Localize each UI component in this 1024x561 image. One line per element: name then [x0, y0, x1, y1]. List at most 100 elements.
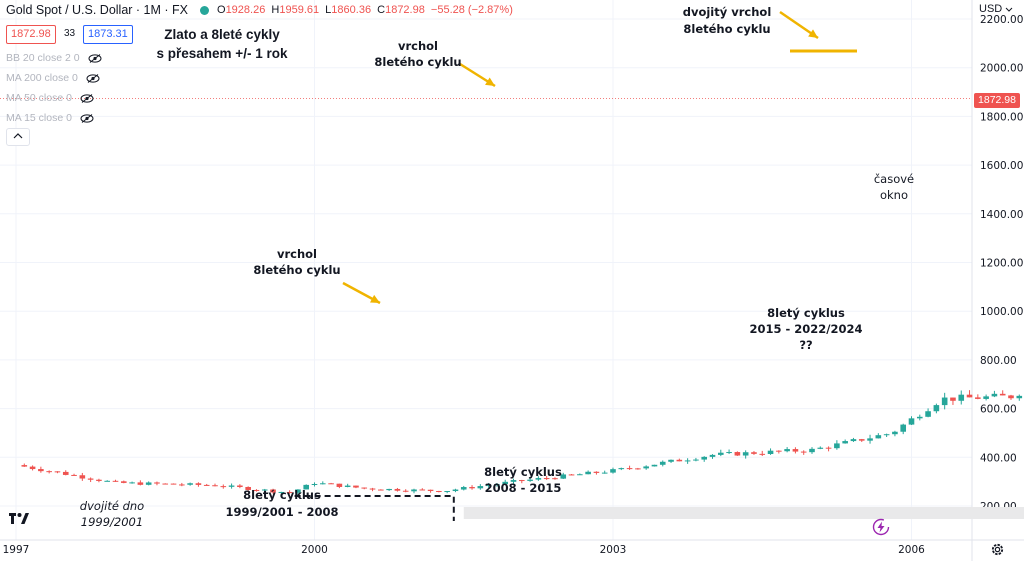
- chart-title: Zlato a 8leté cykly s přesahem +/- 1 rok: [142, 25, 302, 63]
- annotation-double-top-sub: 8letého cyklu: [683, 22, 770, 36]
- time-tick-label: 2000: [301, 544, 328, 556]
- candle-body: [494, 484, 500, 486]
- cycle-label-3-sub: 2015 - 2022/2024: [749, 322, 862, 336]
- price-tick-label: 2200.00: [980, 14, 1023, 26]
- candle-body: [62, 471, 69, 475]
- candle-body: [112, 480, 119, 482]
- time-tick-label: 2003: [600, 544, 627, 556]
- candle-body: [933, 405, 940, 412]
- candle-body: [916, 416, 923, 419]
- market-status-dot: [200, 5, 209, 15]
- candle-body: [129, 482, 135, 484]
- candle-body: [195, 483, 202, 485]
- tradingview-logo-icon[interactable]: [8, 510, 30, 528]
- chevron-up-icon: [13, 133, 23, 139]
- symbol-header: Gold Spot / U.S. Dollar · 1M · FX O1928.…: [6, 3, 516, 17]
- candle-body: [286, 491, 293, 493]
- candle-body: [709, 454, 716, 457]
- price-tick-label: 400.00: [980, 452, 1017, 464]
- candle-body: [120, 481, 127, 483]
- eye-hidden-icon[interactable]: [80, 113, 94, 123]
- candle-body: [303, 484, 310, 490]
- candle-body: [577, 474, 583, 476]
- candle-body: [900, 424, 907, 432]
- symbol-title[interactable]: Gold Spot / U.S. Dollar · 1M · FX: [6, 3, 188, 17]
- candle-body: [518, 480, 525, 482]
- candle-body: [104, 480, 111, 482]
- eye-hidden-icon[interactable]: [80, 93, 94, 103]
- annotation-double-bottom: dvojité dno: [80, 499, 144, 513]
- price-tick-label: 800.00: [980, 355, 1017, 367]
- candle-body: [543, 478, 550, 480]
- collapse-legend-button[interactable]: [6, 128, 30, 146]
- indicator-ma200[interactable]: MA 200 close 0: [6, 72, 100, 84]
- gear-icon[interactable]: [990, 542, 1005, 557]
- cycle-band: [463, 507, 1024, 519]
- candle-body: [145, 482, 152, 485]
- indicator-ma15[interactable]: MA 15 close 0: [6, 112, 94, 124]
- candle-body: [162, 483, 169, 485]
- candle-body: [203, 484, 210, 486]
- cycle-label-3-note: ??: [799, 338, 812, 352]
- annotation-peak-2011-sub: 8letého cyklu: [374, 55, 461, 69]
- candle-body: [411, 489, 417, 492]
- candle-body: [510, 480, 517, 482]
- candle-body: [825, 447, 832, 449]
- candle-body: [975, 397, 981, 399]
- candle-body: [568, 474, 575, 476]
- candle-body: [228, 485, 235, 487]
- currency-selector[interactable]: USD: [979, 3, 1013, 15]
- candle-body: [834, 443, 840, 449]
- low-value: 1860.36: [331, 4, 372, 16]
- arrow-peak-2011-head: [485, 77, 495, 86]
- price-tick-label: 1800.00: [980, 111, 1023, 123]
- candle-body: [386, 488, 392, 491]
- candle-body: [1016, 395, 1023, 399]
- candle-body: [311, 483, 318, 485]
- spread-value: 33: [64, 28, 76, 39]
- candle-body: [659, 461, 666, 465]
- candle-body: [170, 483, 177, 485]
- change-value: −55.28 (−2.87%): [430, 4, 513, 16]
- indicator-ma50[interactable]: MA 50 close 0: [6, 92, 94, 104]
- candle-body: [759, 453, 766, 455]
- indicator-label: MA 15 close 0: [6, 112, 72, 124]
- candle-body: [809, 448, 815, 453]
- candle-body: [444, 491, 450, 493]
- cycle-label-1-sub: 1999/2001 - 2008: [225, 505, 338, 519]
- low-label: L: [325, 4, 332, 16]
- bolt-icon[interactable]: [872, 518, 890, 536]
- buy-price-button[interactable]: 1873.31: [83, 25, 133, 44]
- candle-body: [220, 486, 227, 488]
- candle-body: [319, 483, 326, 485]
- candle-body: [336, 483, 343, 487]
- candle-body: [261, 489, 268, 491]
- candle-body: [875, 435, 882, 439]
- annotation-time-window-sub: okno: [880, 188, 908, 202]
- candle-body: [46, 471, 52, 473]
- candle-body: [419, 489, 426, 491]
- candle-body: [71, 474, 77, 476]
- candle-body: [999, 393, 1006, 396]
- candle-body: [402, 490, 409, 492]
- cycle-marker-1999: [294, 495, 455, 521]
- close-value: 1872.98: [385, 4, 425, 16]
- candle-body: [552, 478, 558, 480]
- eye-hidden-icon[interactable]: [88, 53, 102, 63]
- last-price-label: 1872.98: [974, 93, 1020, 108]
- candle-body: [344, 485, 351, 487]
- candle-body: [883, 434, 890, 436]
- sell-price-button[interactable]: 1872.98: [6, 25, 56, 44]
- indicator-bb[interactable]: BB 20 close 2 0: [6, 52, 102, 64]
- eye-hidden-icon[interactable]: [86, 73, 100, 83]
- cycle-label-3: 8letý cyklus: [767, 306, 845, 320]
- candle-body: [734, 452, 741, 456]
- open-value: 1928.26: [225, 4, 266, 16]
- candle-body: [601, 472, 608, 474]
- cycle-label-2-sub: 2008 - 2015: [485, 481, 562, 495]
- close-label: C: [377, 4, 386, 16]
- ohlc-readout: O1928.26 H1959.61 L1860.36 C1872.98 −55.…: [217, 4, 516, 16]
- chevron-down-icon: [1005, 7, 1013, 12]
- indicator-label: MA 200 close 0: [6, 72, 78, 84]
